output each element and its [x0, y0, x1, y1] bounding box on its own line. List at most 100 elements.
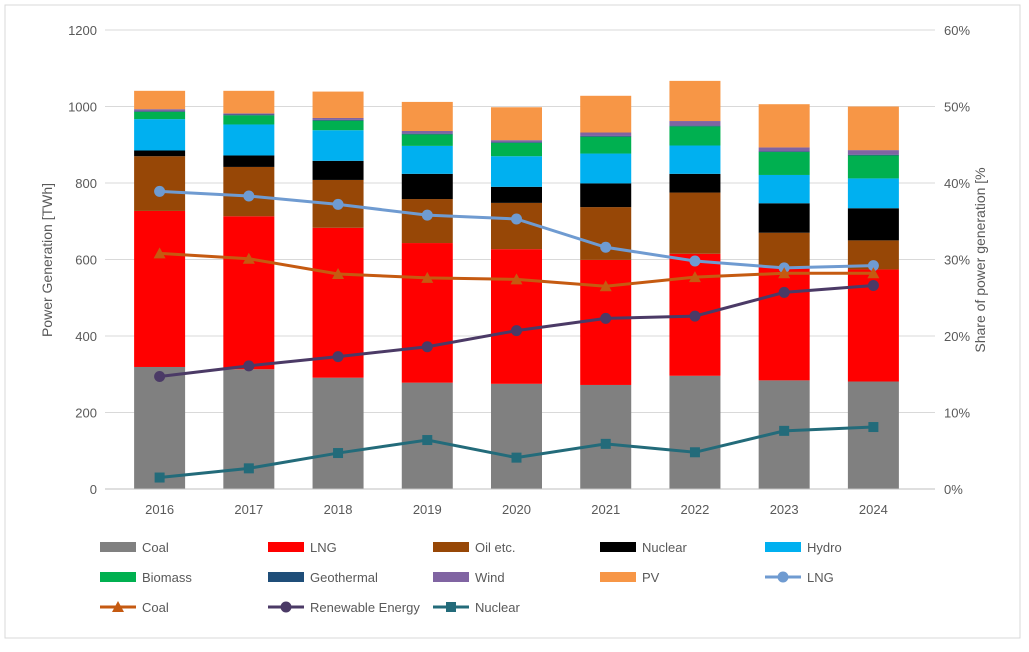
point-renewable-energy-2016	[154, 371, 166, 383]
bar-biomass-2019	[401, 134, 453, 146]
y2-axis-label: Share of power generation [%	[972, 167, 988, 352]
legend-label: LNG	[807, 570, 834, 585]
point-renewable-energy-2020	[511, 325, 522, 337]
point-renewable-energy-2023	[778, 286, 790, 298]
point-lng-2022	[689, 255, 701, 267]
legend-label: Oil etc.	[475, 540, 515, 555]
bar-nuclear-2022	[669, 173, 721, 193]
bar-pv-2020	[491, 107, 542, 141]
bar-wind-2024	[847, 150, 899, 155]
bar-hydro-2019	[401, 145, 453, 174]
x-tick-label: 2023	[770, 502, 799, 517]
x-tick-label: 2024	[859, 502, 888, 517]
bar-geothermal-2016	[134, 111, 186, 112]
point-renewable-energy-2017	[243, 360, 255, 372]
point-renewable-energy-2021	[600, 312, 612, 324]
point-nuclear-2022	[689, 447, 700, 458]
bar-hydro-2021	[580, 153, 632, 184]
bar-biomass-2021	[580, 136, 632, 154]
point-coal-2023	[778, 267, 791, 279]
y-tick-label: 800	[75, 176, 97, 191]
legend-label: Geothermal	[310, 570, 378, 585]
bar-lng-2019	[401, 243, 453, 383]
y2-tick-label: 60%	[944, 23, 970, 38]
bar-oil-etc--2023	[758, 232, 810, 267]
x-tick-label: 2016	[145, 502, 174, 517]
bar-pv-2018	[312, 91, 364, 118]
x-tick-label: 2018	[324, 502, 353, 517]
point-lng-2024	[867, 260, 879, 272]
legend-marker	[112, 601, 124, 612]
bar-lng-2017	[223, 216, 275, 370]
point-lng-2021	[600, 241, 612, 253]
legend-swatch	[268, 542, 304, 552]
point-renewable-energy-2018	[332, 351, 344, 363]
legend-item: Coal	[100, 540, 169, 555]
legend-label: Biomass	[142, 570, 192, 585]
y-tick-label: 400	[75, 329, 97, 344]
point-coal-2019	[421, 271, 434, 283]
legend-item: Renewable Energy	[268, 600, 420, 615]
y-tick-label: 1200	[68, 23, 97, 38]
point-renewable-energy-2019	[421, 341, 433, 353]
legend-swatch	[433, 572, 469, 582]
bar-geothermal-2022	[669, 125, 721, 127]
legend-item: Nuclear	[433, 600, 520, 615]
legend-item: LNG	[765, 570, 834, 585]
point-lng-2020	[511, 213, 522, 225]
point-coal-2021	[599, 280, 612, 292]
bar-lng-2016	[134, 210, 186, 367]
legend-item: Coal	[100, 600, 169, 615]
bar-pv-2016	[134, 90, 186, 110]
bar-pv-2021	[580, 95, 632, 133]
point-lng-2019	[421, 209, 433, 221]
x-tick-label: 2020	[502, 502, 531, 517]
bar-hydro-2020	[491, 156, 542, 187]
point-lng-2016	[154, 185, 166, 197]
legend-label: LNG	[310, 540, 337, 555]
point-nuclear-2021	[600, 438, 611, 449]
bar-biomass-2018	[312, 120, 364, 131]
y2-tick-label: 30%	[944, 253, 970, 268]
y2-tick-label: 40%	[944, 176, 970, 191]
bar-coal-2016	[134, 366, 186, 489]
legend-item: Oil etc.	[433, 540, 515, 555]
legend-item: Hydro	[765, 540, 842, 555]
point-lng-2017	[243, 190, 255, 202]
legend-item: Wind	[433, 570, 505, 585]
y-axis-label: Power Generation [TWh]	[39, 183, 55, 337]
bar-biomass-2017	[223, 115, 275, 125]
bar-nuclear-2019	[401, 173, 453, 200]
legend-label: Hydro	[807, 540, 842, 555]
bar-coal-2021	[580, 384, 632, 489]
bar-oil-etc--2022	[669, 192, 721, 254]
bar-wind-2017	[223, 113, 275, 115]
bar-biomass-2022	[669, 126, 721, 146]
y-tick-label: 200	[75, 406, 97, 421]
x-tick-label: 2017	[234, 502, 263, 517]
bar-coal-2024	[847, 381, 899, 489]
legend-label: Renewable Energy	[310, 600, 420, 615]
y2-tick-label: 20%	[944, 329, 970, 344]
bar-oil-etc--2016	[134, 156, 186, 211]
point-coal-2018	[332, 268, 345, 280]
legend-label: Nuclear	[642, 540, 687, 555]
bar-biomass-2020	[491, 142, 542, 157]
y2-tick-label: 50%	[944, 100, 970, 115]
legend-swatch	[100, 542, 136, 552]
legend-swatch	[100, 572, 136, 582]
legend-label: Coal	[142, 540, 169, 555]
bar-nuclear-2020	[491, 186, 542, 203]
legend-swatch	[600, 572, 636, 582]
bar-geothermal-2023	[758, 151, 810, 153]
bar-wind-2022	[669, 121, 721, 126]
y2-tick-label: 10%	[944, 406, 970, 421]
bar-hydro-2023	[758, 174, 810, 204]
bar-lng-2023	[758, 266, 810, 381]
bar-biomass-2016	[134, 111, 186, 120]
legend-label: PV	[642, 570, 660, 585]
legend-label: Wind	[475, 570, 505, 585]
bar-wind-2020	[491, 140, 542, 143]
bar-pv-2022	[669, 80, 721, 122]
point-coal-2016	[153, 247, 166, 259]
